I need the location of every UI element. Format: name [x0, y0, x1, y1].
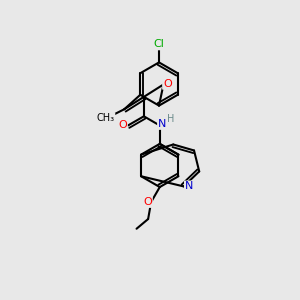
- Text: O: O: [118, 121, 127, 130]
- Text: H: H: [167, 114, 175, 124]
- Text: N: N: [158, 119, 166, 129]
- Text: CH₃: CH₃: [96, 113, 115, 123]
- Text: O: O: [163, 79, 172, 89]
- Text: O: O: [143, 197, 152, 207]
- Text: N: N: [185, 182, 193, 191]
- Text: Cl: Cl: [154, 39, 164, 50]
